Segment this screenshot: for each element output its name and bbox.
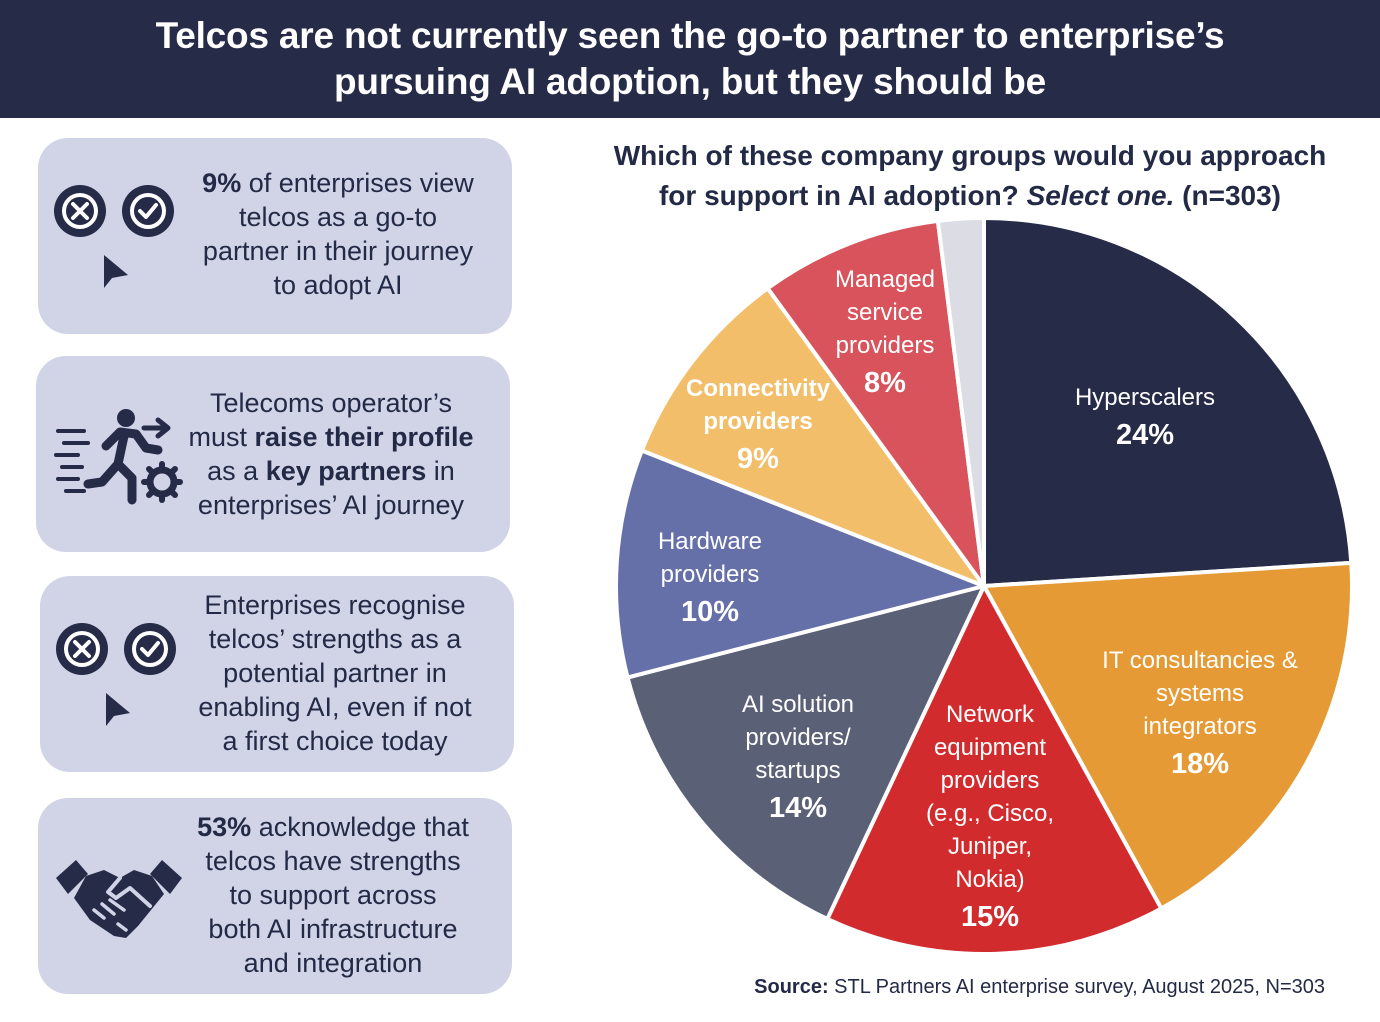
- slice-label-0: Hyperscalers 24%: [1075, 384, 1215, 451]
- insight-card-3: Enterprises recognise telcos’ strengths …: [40, 576, 514, 772]
- pie-slice-0: [982, 216, 1354, 588]
- pie-slice-1: [982, 560, 1354, 911]
- slice-label-3: AI solution providers/startups 14%: [742, 691, 854, 824]
- insight-card-2: Telecoms operator’s must raise their pro…: [36, 356, 510, 552]
- card-3-text: Enterprises recognise telcos’ strengths …: [198, 590, 472, 756]
- pie-slice-5: [639, 286, 986, 588]
- card-4-stat: 53%: [197, 812, 252, 842]
- x-check-cursor-icon: [56, 623, 176, 726]
- running-person-gear-icon: [54, 409, 183, 505]
- pie-slice-4: [614, 448, 986, 680]
- slice-label-2: Network equipment providers (e.g., Cisco, Ju…: [926, 701, 1054, 933]
- handshake-icon: [56, 860, 182, 938]
- pie-slice-2: [825, 584, 1164, 956]
- pie-chart: Hyperscalers 24% IT consultancies & systems…: [614, 216, 1354, 956]
- insight-card-4: 53% acknowledge that telcos have strengt…: [38, 798, 512, 994]
- header-banner: Telcos are not currently seen the go-to …: [0, 0, 1380, 118]
- slice-label-4: Hardware providers 10%: [658, 528, 762, 628]
- slice-label-1: IT consultancies & systems integrators 18%: [1102, 647, 1298, 780]
- card-4-text: 53% acknowledge that telcos have strengt…: [197, 812, 469, 978]
- slice-label-6: Managed service providers 8%: [835, 266, 935, 399]
- card-2-line-3: as a key partners in: [207, 456, 455, 486]
- pie-slice-6: [765, 218, 986, 588]
- chart-title: Which of these company groups would you …: [613, 140, 1327, 211]
- card-2-text: Telecoms operator’s must raise their pro…: [166, 386, 496, 522]
- insight-card-1: 9% of enterprises view telcos as a go-to…: [38, 138, 512, 334]
- pie-slice-7: [935, 216, 986, 588]
- pie-slice-3: [625, 584, 986, 921]
- slice-label-5: Connectivity providers 9%: [686, 375, 831, 475]
- card-1-text: 9% of enterprises view telcos as a go-to…: [202, 168, 474, 300]
- card-2-line-2: must raise their profile: [188, 422, 474, 452]
- x-check-cursor-icon: [54, 185, 174, 288]
- page-title-line-1: Telcos are not currently seen the go-to …: [155, 15, 1225, 56]
- card-1-stat: 9%: [202, 168, 242, 198]
- page-title-line-2: pursuing AI adoption, but they should be: [333, 61, 1047, 102]
- source-note: Source: STL Partners AI enterprise surve…: [754, 976, 1325, 998]
